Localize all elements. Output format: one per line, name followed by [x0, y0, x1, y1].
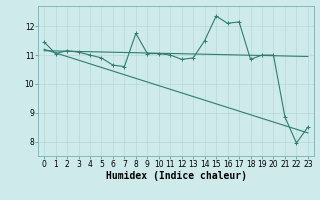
X-axis label: Humidex (Indice chaleur): Humidex (Indice chaleur) [106, 171, 246, 181]
